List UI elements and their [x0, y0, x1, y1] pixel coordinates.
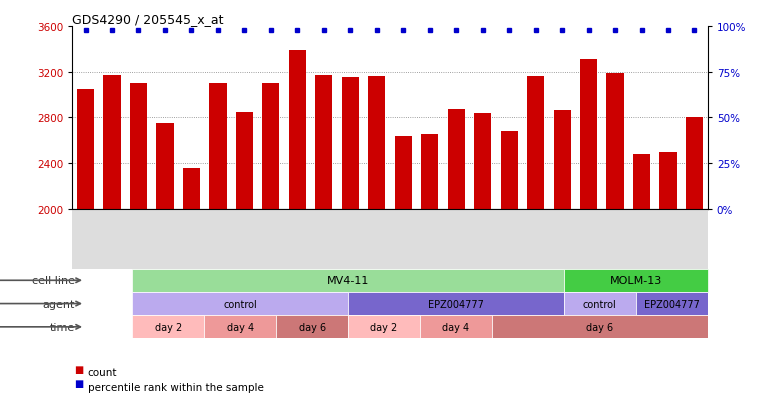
Bar [156, 124, 174, 209]
Text: GDS4290 / 205545_x_at: GDS4290 / 205545_x_at [72, 13, 224, 26]
Bar [342, 78, 359, 209]
Text: control: control [583, 299, 616, 309]
Bar [77, 90, 94, 209]
Bar [348, 292, 564, 316]
Bar [564, 269, 708, 292]
Text: control: control [223, 299, 257, 309]
Bar [420, 316, 492, 339]
Bar [276, 316, 348, 339]
Bar [209, 84, 227, 209]
Text: ■: ■ [74, 378, 83, 388]
Bar [447, 110, 465, 209]
Text: EPZ004777: EPZ004777 [644, 299, 699, 309]
Bar [553, 111, 571, 209]
Bar [660, 152, 677, 209]
Text: day 2: day 2 [371, 322, 398, 332]
Bar [421, 135, 438, 209]
Text: MV4-11: MV4-11 [327, 275, 369, 286]
Bar [607, 74, 624, 209]
Text: cell line: cell line [32, 275, 75, 286]
Bar [236, 112, 253, 209]
Bar [492, 316, 708, 339]
Text: count: count [88, 368, 117, 377]
Bar [315, 76, 333, 209]
Text: day 6: day 6 [586, 322, 613, 332]
Bar [103, 76, 120, 209]
Bar [132, 292, 348, 316]
Text: day 2: day 2 [154, 322, 182, 332]
Text: percentile rank within the sample: percentile rank within the sample [88, 382, 263, 392]
Bar [686, 118, 703, 209]
Text: EPZ004777: EPZ004777 [428, 299, 484, 309]
Bar [501, 132, 517, 209]
Bar [288, 51, 306, 209]
Bar [132, 316, 204, 339]
Bar [183, 168, 200, 209]
Bar [348, 316, 420, 339]
Bar [368, 77, 385, 209]
Text: ■: ■ [74, 364, 83, 374]
Bar [474, 114, 492, 209]
Bar [132, 269, 564, 292]
Bar [204, 316, 276, 339]
Text: day 4: day 4 [442, 322, 470, 332]
Text: MOLM-13: MOLM-13 [610, 275, 662, 286]
Bar [564, 292, 635, 316]
Text: day 6: day 6 [298, 322, 326, 332]
Bar [633, 154, 650, 209]
Bar [263, 84, 279, 209]
Text: agent: agent [43, 299, 75, 309]
Bar [527, 77, 544, 209]
Bar [580, 60, 597, 209]
Bar [395, 136, 412, 209]
Text: day 4: day 4 [227, 322, 253, 332]
Bar [130, 84, 147, 209]
Text: time: time [49, 322, 75, 332]
Bar [635, 292, 708, 316]
